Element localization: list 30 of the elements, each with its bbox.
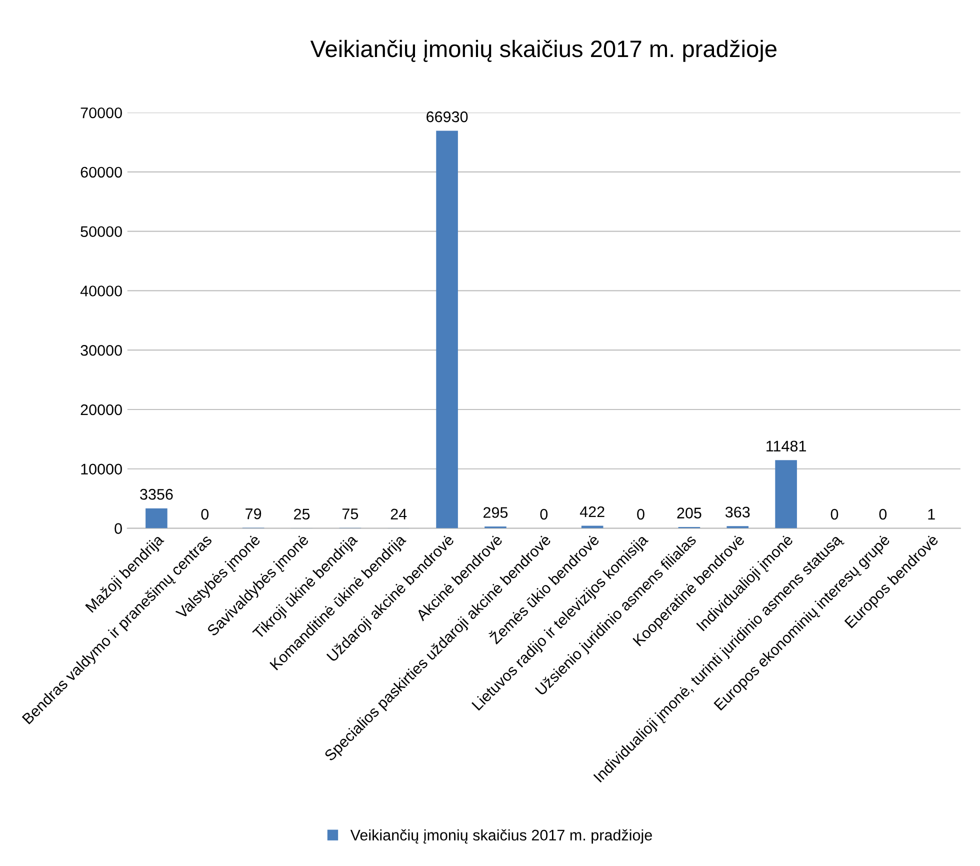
data-label: 295 bbox=[483, 507, 508, 518]
y-tick-label: 50000 bbox=[80, 226, 122, 238]
y-tick-label: 40000 bbox=[80, 286, 122, 296]
data-label: 0 bbox=[637, 508, 644, 520]
data-label: 0 bbox=[879, 508, 887, 520]
data-label: 66930 bbox=[426, 111, 468, 122]
data-label: 75 bbox=[342, 508, 358, 520]
bar bbox=[146, 508, 168, 528]
bar bbox=[775, 460, 797, 528]
data-label: 25 bbox=[294, 508, 310, 520]
chart-title: Veikiančių įmonių skaičius 2017 m. pradžioje bbox=[310, 40, 776, 62]
data-label: 205 bbox=[677, 508, 702, 518]
data-label: 1 bbox=[928, 509, 935, 520]
y-tick-label: 30000 bbox=[80, 344, 122, 356]
data-label: 0 bbox=[540, 508, 548, 520]
data-label: 422 bbox=[580, 506, 604, 518]
data-label: 363 bbox=[725, 506, 750, 518]
y-tick-label: 20000 bbox=[80, 404, 122, 416]
data-label: 79 bbox=[246, 508, 262, 520]
data-label: 0 bbox=[201, 508, 209, 520]
data-label: 11481 bbox=[766, 440, 806, 452]
data-label: 24 bbox=[390, 508, 407, 520]
y-tick-label: 70000 bbox=[80, 107, 122, 118]
legend-label: Veikiančių įmonių skaičius 2017 m. pradžioje bbox=[350, 829, 652, 844]
y-tick-label: 0 bbox=[114, 523, 122, 534]
bar bbox=[436, 130, 458, 528]
y-tick-label: 60000 bbox=[80, 166, 122, 178]
y-tick-label: 10000 bbox=[81, 464, 122, 475]
data-label: 3356 bbox=[140, 488, 173, 500]
data-label: 0 bbox=[830, 508, 838, 520]
